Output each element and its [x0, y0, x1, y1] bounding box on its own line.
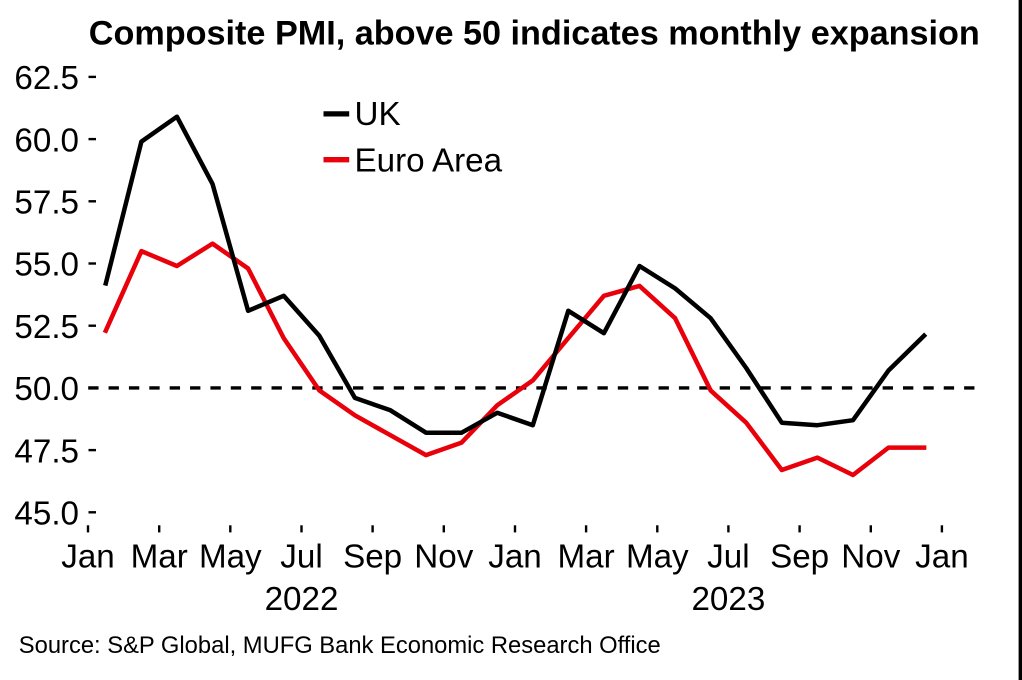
svg-text:Mar: Mar — [558, 539, 615, 576]
svg-text:2022: 2022 — [265, 581, 339, 618]
svg-text:Euro Area: Euro Area — [355, 143, 503, 180]
svg-text:Nov: Nov — [841, 539, 900, 576]
svg-text:50.0: 50.0 — [14, 371, 79, 408]
svg-text:Sep: Sep — [343, 539, 402, 576]
svg-text:Nov: Nov — [414, 539, 473, 576]
svg-text:47.5: 47.5 — [14, 433, 79, 470]
svg-text:Composite PMI, above 50 indica: Composite PMI, above 50 indicates monthl… — [89, 14, 980, 52]
svg-text:May: May — [626, 539, 689, 576]
svg-text:45.0: 45.0 — [14, 496, 79, 533]
svg-text:57.5: 57.5 — [14, 185, 79, 222]
svg-text:UK: UK — [355, 96, 401, 133]
svg-text:60.0: 60.0 — [14, 122, 79, 159]
svg-text:Jan: Jan — [61, 539, 115, 576]
svg-text:Jan: Jan — [488, 539, 542, 576]
svg-text:62.5: 62.5 — [14, 60, 79, 97]
svg-text:Source: S&P Global, MUFG Bank: Source: S&P Global, MUFG Bank Economic R… — [19, 632, 661, 659]
svg-text:Jul: Jul — [707, 539, 749, 576]
svg-text:Jul: Jul — [280, 539, 322, 576]
svg-text:Jan: Jan — [915, 539, 969, 576]
svg-text:2023: 2023 — [691, 581, 765, 618]
svg-text:52.5: 52.5 — [14, 309, 79, 346]
svg-text:May: May — [199, 539, 262, 576]
svg-text:Mar: Mar — [131, 539, 188, 576]
svg-text:Sep: Sep — [770, 539, 829, 576]
svg-text:55.0: 55.0 — [14, 247, 79, 284]
